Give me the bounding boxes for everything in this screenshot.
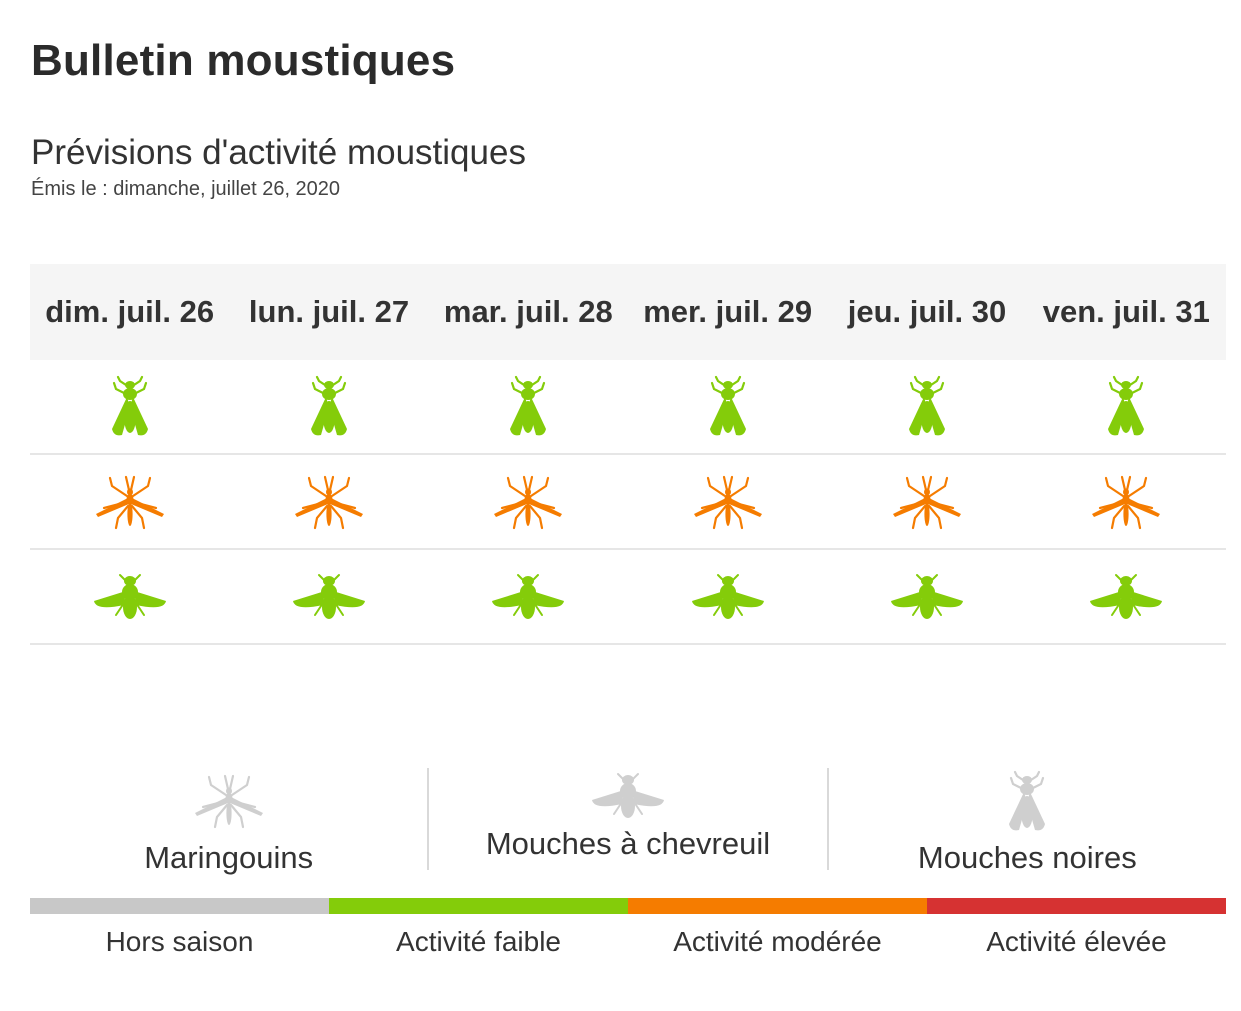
mosquito-icon [30,455,229,548]
legend-label: Mouches à chevreuil [485,826,771,861]
scale-label-hors: Hors saison [105,926,254,957]
deerfly-icon [628,550,827,643]
day-label: mar. juil. 28 [443,294,613,329]
blackfly-icon [30,360,229,453]
forecast-table: dim. juil. 26 lun. juil. 27 mar. juil. 2… [30,264,1226,645]
scale-segment-hors [30,898,329,914]
activity-scale-labels: Hors saison Activité faible Activité modér… [30,926,1226,958]
legend-maringouins: Maringouins [30,768,427,875]
deerfly-icon [30,550,229,643]
deerfly-icon [590,770,666,827]
scale-segment-faible [329,898,628,914]
deerfly-icon [429,550,628,643]
legend-mouches-chevreuil: Mouches à chevreuil [427,768,826,870]
issued-date: Émis le : dimanche, juillet 26, 2020 [31,178,341,200]
scale-label-faible: Activité faible [396,926,561,957]
day-label: ven. juil. 31 [1042,294,1210,329]
day-label: jeu. juil. 30 [847,294,1007,329]
insect-row-blackfly [30,360,1226,455]
legend-label: Maringouins [144,840,314,875]
deerfly-icon [827,550,1026,643]
deerfly-icon [229,550,428,643]
activity-scale-bar [30,898,1226,914]
scale-segment-elevee [927,898,1226,914]
insect-row-mosquito [30,455,1226,550]
scale-label-elevee: Activité élevée [986,926,1167,957]
blackfly-icon [429,360,628,453]
insect-row-deerfly [30,550,1226,645]
mosquito-icon [229,455,428,548]
mosquito-icon [193,772,265,835]
mosquito-icon [429,455,628,548]
day-label: mer. juil. 29 [643,294,813,329]
insect-rows [30,360,1226,645]
blackfly-icon [1027,360,1226,453]
legend-label: Mouches noires [917,840,1137,875]
legend-mouches-noires: Mouches noires [826,768,1226,875]
deerfly-icon [1027,550,1226,643]
forecast-title: Prévisions d'activité moustiques [31,133,526,172]
day-header-row: dim. juil. 26 lun. juil. 27 mar. juil. 2… [30,264,1226,360]
mosquito-icon [1027,455,1226,548]
scale-segment-moderee [628,898,927,914]
scale-label-moderee: Activité modérée [673,926,882,957]
mosquito-icon [827,455,1026,548]
blackfly-icon [628,360,827,453]
day-label: lun. juil. 27 [248,294,410,329]
page-title: Bulletin moustiques [31,36,456,85]
blackfly-icon [229,360,428,453]
insect-legend: Maringouins Mouches à chevreuil [30,768,1226,875]
mosquito-icon [628,455,827,548]
blackfly-icon [1005,770,1049,839]
blackfly-icon [827,360,1026,453]
day-label: dim. juil. 26 [45,294,215,329]
